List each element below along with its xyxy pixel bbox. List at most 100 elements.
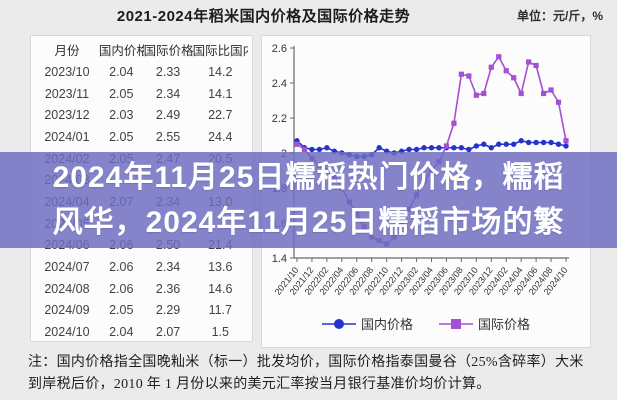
data-point [526,59,532,65]
title-bar: 2021-2024年稻米国内价格及国际价格走势 单位：元/斤，% [0,5,617,29]
table-cell: 11.7 [208,303,232,318]
data-point [413,146,420,153]
table-cell: 24.4 [208,129,233,144]
data-point [510,141,517,147]
data-point [503,68,509,74]
data-point [451,145,457,151]
table-cell: 2.06 [109,260,134,275]
table-cell: 2024/08 [44,281,90,296]
table-cell: 2.04 [109,64,134,79]
table-cell: 2023/10 [44,64,90,79]
data-point [511,75,517,81]
table-cell: 14.6 [208,281,233,296]
table-row: 2024/01 2.05 2.55 24.4 [35,126,248,148]
table-row: 2024/10 2.04 2.07 1.5 [35,321,248,343]
data-point [503,141,509,147]
table-row: 2024/09 2.05 2.29 11.7 [35,300,248,322]
data-point [473,92,479,98]
data-point [458,145,465,151]
table-cell: 2024/10 [44,325,90,340]
data-point [466,73,472,79]
data-point [555,141,562,147]
y-tick-label: 2.2 [272,113,287,125]
footnote: 注：国内价格指全国晚籼米（标一）批发均价，国际价格指泰国曼谷（25%含碎率）大米… [28,355,584,392]
data-point [406,146,412,153]
data-point [533,62,539,69]
data-point [488,145,494,151]
table-cell: 月份 [54,44,80,58]
table-cell: 2.34 [155,260,181,275]
table-cell: 2.05 [109,303,134,318]
table-cell: 2.49 [155,108,181,123]
data-point [451,120,457,126]
legend-international-label: 国际价格 [478,317,531,332]
legend-international: 国际价格 [439,314,530,333]
table-cell: 1.5 [211,325,229,340]
unit-label: 单位：元/斤，% [516,9,603,23]
table-cell: 国内价格 [98,44,144,58]
table-cell: 2023/12 [44,108,90,123]
table-cell: 2024/01 [44,129,90,144]
table-cell: 2.05 [109,86,134,101]
table-row: 2024/07 2.06 2.34 13.6 [35,256,248,278]
data-point [540,90,547,97]
table-cell: 2.06 [109,281,134,296]
table-cell: 2023/11 [44,86,90,101]
data-point [301,146,308,153]
table-cell: 2.55 [155,129,181,144]
table-cell: 22.7 [208,108,233,123]
data-point [436,145,442,151]
table-cell: 国际比国内高 [192,44,248,58]
table-cell: 2.04 [109,325,134,340]
table-cell: 2.36 [155,281,181,296]
y-tick-label: 2.6 [272,43,287,55]
table-cell: 2.05 [109,129,134,144]
legend-domestic-label: 国内价格 [360,317,413,332]
data-point [481,141,487,147]
data-point [525,139,532,146]
data-point [473,143,480,149]
table-header-row: 月份 国内价格国际价格国际比国内高 [35,38,248,61]
table-cell: 国际价格 [143,44,193,58]
table-cell: 2.34 [155,86,181,101]
data-point [428,145,435,151]
table-cell: 14.2 [208,64,233,79]
data-point [481,90,487,97]
banner-title-line1: 2024年11月25日糯稻热门价格，糯稻 [52,161,565,194]
data-point [533,139,539,146]
data-point [548,87,554,93]
legend-domestic: 国内价格 [321,314,413,333]
table-cell: 2.29 [155,303,181,318]
data-point [496,141,502,147]
table-cell: 2024/09 [44,303,90,318]
banner-title-line2: 风华，2024年11月25日糯稻市场的繁 [52,206,565,239]
data-point [496,54,502,60]
data-point [443,143,450,149]
data-point [316,146,323,153]
data-point [488,64,494,70]
overlay-banner: 2024年11月25日糯稻热门价格，糯稻 风华，2024年11月25日糯稻市场的… [0,152,617,248]
international-line-marker-icon [439,318,473,329]
table-cell: 13.6 [208,260,233,275]
data-point [548,139,554,146]
table-row: 2023/12 2.03 2.49 22.7 [35,104,248,126]
table-row: 2023/11 2.05 2.34 14.1 [35,83,248,105]
domestic-line-marker-icon [321,318,356,329]
chart-legend: 国内价格 国际价格 [262,314,590,333]
y-tick-label: 1.4 [272,253,287,265]
table-cell: 2.03 [109,108,134,123]
data-point [518,90,524,97]
table-cell: 14.1 [208,86,233,101]
data-point [458,71,464,77]
data-point [376,145,382,151]
data-point [324,145,330,151]
data-point [518,138,524,144]
table-cell: 2024/07 [44,260,90,275]
data-point [294,141,300,147]
page-title: 2021-2024年稻米国内价格及国际价格走势 [116,8,411,25]
table-row: 2023/10 2.04 2.33 14.2 [35,61,248,83]
data-point [540,139,547,146]
table-cell: 2.33 [155,64,181,79]
table-cell: 2.07 [155,325,181,340]
